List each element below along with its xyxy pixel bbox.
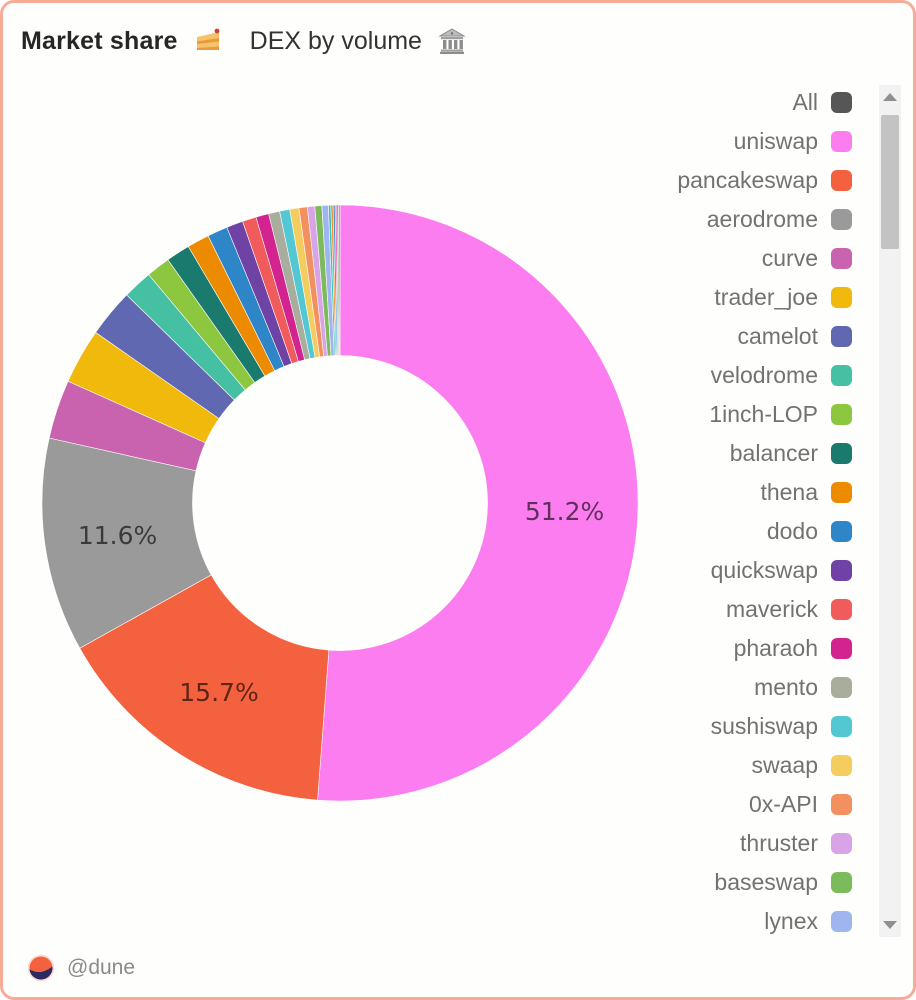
legend-item-label: thruster: [740, 830, 818, 856]
scroll-down-button[interactable]: [879, 913, 901, 937]
legend-item-pharaoh[interactable]: pharaoh: [532, 629, 852, 668]
legend-color-swatch: [831, 443, 852, 464]
legend-item-label: sushiswap: [710, 713, 818, 739]
legend-color-swatch: [831, 560, 852, 581]
triangle-down-icon: [883, 921, 897, 929]
chart-area: 51.2% 15.7% 11.6% All uniswap pancakeswap aer…: [3, 63, 913, 937]
pie-slice-unlabeled-6[interactable]: [338, 204, 341, 356]
legend-item-balancer[interactable]: balancer: [532, 434, 852, 473]
slice-label-pancakeswap: 15.7%: [179, 678, 258, 707]
legend-item-pancakeswap[interactable]: pancakeswap: [532, 161, 852, 200]
legend-color-swatch: [831, 833, 852, 854]
legend-color-swatch: [831, 482, 852, 503]
legend-color-swatch: [831, 365, 852, 386]
legend-item-lynex[interactable]: lynex: [532, 902, 852, 941]
legend-item-label: mento: [754, 674, 818, 700]
legend-item-label: trader_joe: [714, 284, 818, 310]
legend-color-swatch: [831, 911, 852, 932]
slice-label-aerodrome: 11.6%: [78, 521, 157, 550]
legend-color-swatch: [831, 404, 852, 425]
legend-color-swatch: [831, 521, 852, 542]
widget-title-bar: Market share DEX by volume: [21, 21, 893, 61]
legend-item-uniswap[interactable]: uniswap: [532, 122, 852, 161]
legend-item-label: quickswap: [710, 557, 818, 583]
legend-item-dodo[interactable]: dodo: [532, 512, 852, 551]
legend-item-label: balancer: [729, 440, 818, 466]
legend-item-label: curve: [761, 245, 818, 271]
legend-color-swatch: [831, 287, 852, 308]
legend-item-baseswap[interactable]: baseswap: [532, 863, 852, 902]
legend-item-label: All: [792, 89, 818, 115]
legend-item-label: velodrome: [710, 362, 818, 388]
legend-color-swatch: [831, 599, 852, 620]
dune-logo-icon: [27, 954, 55, 982]
legend-color-swatch: [831, 92, 852, 113]
legend-scrollbar[interactable]: [879, 85, 901, 937]
legend-item-aerodrome[interactable]: aerodrome: [532, 200, 852, 239]
legend-item-velodrome[interactable]: velodrome: [532, 356, 852, 395]
legend-item-thena[interactable]: thena: [532, 473, 852, 512]
legend-item-label: lynex: [764, 908, 818, 934]
legend-item-label: pharaoh: [733, 635, 818, 661]
cake-slice-icon: [194, 27, 222, 55]
legend-item-label: uniswap: [733, 128, 818, 154]
legend-color-swatch: [831, 326, 852, 347]
legend-color-swatch: [831, 209, 852, 230]
legend-color-swatch: [831, 131, 852, 152]
legend-item-label: dodo: [766, 518, 818, 544]
legend-item-quickswap[interactable]: quickswap: [532, 551, 852, 590]
legend-item-label: thena: [760, 479, 818, 505]
legend-item-label: camelot: [737, 323, 818, 349]
scroll-up-button[interactable]: [879, 85, 901, 109]
legend-item-0x-api[interactable]: 0x-API: [532, 785, 852, 824]
legend-item-label: 1inch-LOP: [709, 401, 818, 427]
legend-color-swatch: [831, 872, 852, 893]
widget-footer: @dune: [27, 953, 135, 983]
pie-slice-aerodrome[interactable]: [41, 437, 212, 649]
legend-item-label: pancakeswap: [677, 167, 818, 193]
legend-color-swatch: [831, 794, 852, 815]
legend-item-sushiswap[interactable]: sushiswap: [532, 707, 852, 746]
triangle-up-icon: [883, 93, 897, 101]
legend-item-thruster[interactable]: thruster: [532, 824, 852, 863]
legend-item-label: aerodrome: [706, 206, 818, 232]
chart-legend: All uniswap pancakeswap aerodrome curve trade…: [532, 83, 852, 941]
legend-item-label: maverick: [725, 596, 818, 622]
legend-item-all[interactable]: All: [532, 83, 852, 122]
legend-item-camelot[interactable]: camelot: [532, 317, 852, 356]
legend-item-label: baseswap: [714, 869, 818, 895]
legend-item-trader_joe[interactable]: trader_joe: [532, 278, 852, 317]
legend-color-swatch: [831, 755, 852, 776]
legend-color-swatch: [831, 248, 852, 269]
bank-icon: [438, 27, 466, 55]
legend-item-1inch-lop[interactable]: 1inch-LOP: [532, 395, 852, 434]
attribution-text: @dune: [67, 956, 136, 979]
legend-item-label: swaap: [751, 752, 818, 778]
legend-item-label: 0x-API: [748, 791, 818, 817]
legend-item-curve[interactable]: curve: [532, 239, 852, 278]
legend-color-swatch: [831, 638, 852, 659]
pie-slice-pancakeswap[interactable]: [79, 574, 330, 801]
widget-title: Market share: [21, 26, 178, 55]
scrollbar-thumb[interactable]: [881, 115, 899, 249]
legend-item-mento[interactable]: mento: [532, 668, 852, 707]
legend-item-swaap[interactable]: swaap: [532, 746, 852, 785]
legend-color-swatch: [831, 170, 852, 191]
widget-subtitle: DEX by volume: [249, 26, 422, 55]
legend-color-swatch: [831, 677, 852, 698]
legend-item-maverick[interactable]: maverick: [532, 590, 852, 629]
donut-chart: 51.2% 15.7% 11.6%: [41, 204, 639, 802]
slice-label-uniswap: 51.2%: [525, 497, 604, 526]
legend-color-swatch: [831, 716, 852, 737]
pie-slice-uniswap[interactable]: [317, 204, 639, 802]
